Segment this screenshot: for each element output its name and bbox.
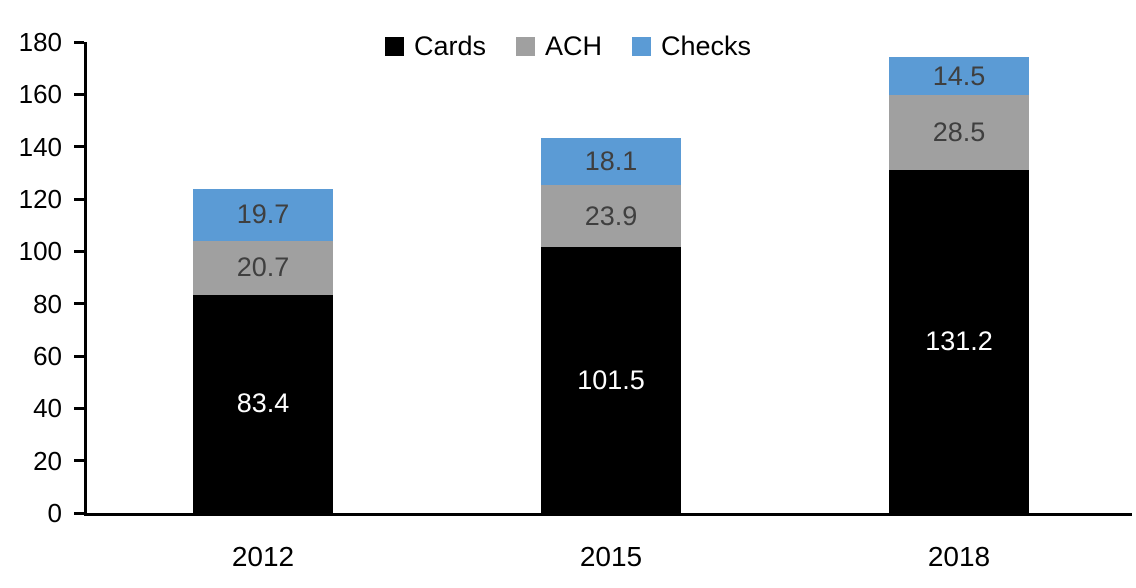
y-axis-tick-label: 140 bbox=[18, 131, 62, 162]
y-axis-tick bbox=[74, 40, 84, 44]
y-axis-line bbox=[84, 42, 87, 516]
y-axis-tick-label: 100 bbox=[18, 236, 62, 267]
bar-segment-ach-2012: 20.7 bbox=[193, 240, 333, 295]
y-axis-tick bbox=[74, 302, 84, 306]
x-axis-line bbox=[84, 513, 1132, 516]
legend-item-cards: Cards bbox=[384, 31, 486, 61]
bar-segment-checks-2018: 14.5 bbox=[889, 57, 1029, 96]
bar-value-label: 19.7 bbox=[236, 199, 290, 230]
y-axis-tick-label: 0 bbox=[47, 498, 62, 528]
y-axis-tick-label: 20 bbox=[33, 445, 62, 476]
y-axis-tick-label: 80 bbox=[33, 288, 62, 319]
bar-value-label: 83.4 bbox=[236, 388, 290, 419]
x-axis-label-2015: 2015 bbox=[579, 541, 643, 572]
bar-value-label: 101.5 bbox=[577, 364, 645, 395]
y-axis-tick bbox=[74, 459, 84, 463]
y-axis-tick bbox=[74, 511, 84, 515]
bar-value-label: 28.5 bbox=[932, 116, 986, 147]
bar-value-label: 14.5 bbox=[932, 60, 986, 91]
bar-segment-checks-2012: 19.7 bbox=[193, 189, 333, 241]
bar-segment-cards-2018: 131.2 bbox=[889, 169, 1029, 513]
bar-segment-ach-2015: 23.9 bbox=[541, 184, 681, 248]
y-axis-tick-label: 40 bbox=[33, 393, 62, 424]
legend-item-ach: ACH bbox=[515, 31, 602, 61]
bar-value-label: 131.2 bbox=[925, 325, 993, 356]
bar-segment-checks-2015: 18.1 bbox=[541, 137, 681, 185]
legend-item-checks: Checks bbox=[632, 33, 751, 60]
bar-segment-cards-2015: 101.5 bbox=[541, 247, 681, 513]
y-axis-tick bbox=[74, 197, 84, 201]
x-axis-label-2012: 2012 bbox=[231, 541, 295, 572]
y-axis-tick bbox=[74, 92, 84, 96]
y-axis-tick-label: 160 bbox=[18, 79, 62, 110]
legend-swatch-cards bbox=[384, 37, 404, 56]
legend-swatch-checks bbox=[632, 37, 651, 56]
x-axis-label-2018: 2018 bbox=[927, 541, 991, 572]
y-axis-tick-label: 180 bbox=[18, 27, 62, 57]
y-axis-tick-label: 60 bbox=[33, 341, 62, 371]
legend-swatch-ach bbox=[515, 37, 535, 56]
y-axis-tick bbox=[74, 145, 84, 149]
y-axis-tick bbox=[74, 406, 84, 410]
bar-value-label: 23.9 bbox=[584, 200, 638, 231]
bar-value-label: 20.7 bbox=[236, 252, 290, 283]
legend-label-cards: Cards bbox=[413, 31, 486, 61]
legend-label-ach: ACH bbox=[544, 31, 602, 61]
y-axis-tick-label: 120 bbox=[18, 184, 62, 214]
legend-label-checks: Checks bbox=[661, 31, 752, 61]
bar-segment-ach-2018: 28.5 bbox=[889, 95, 1029, 170]
y-axis-tick bbox=[74, 354, 84, 358]
y-axis-tick bbox=[74, 249, 84, 253]
bar-value-label: 18.1 bbox=[584, 145, 638, 176]
bar-segment-cards-2012: 83.4 bbox=[193, 294, 333, 513]
legend: Cards ACH Checks bbox=[0, 33, 1136, 60]
